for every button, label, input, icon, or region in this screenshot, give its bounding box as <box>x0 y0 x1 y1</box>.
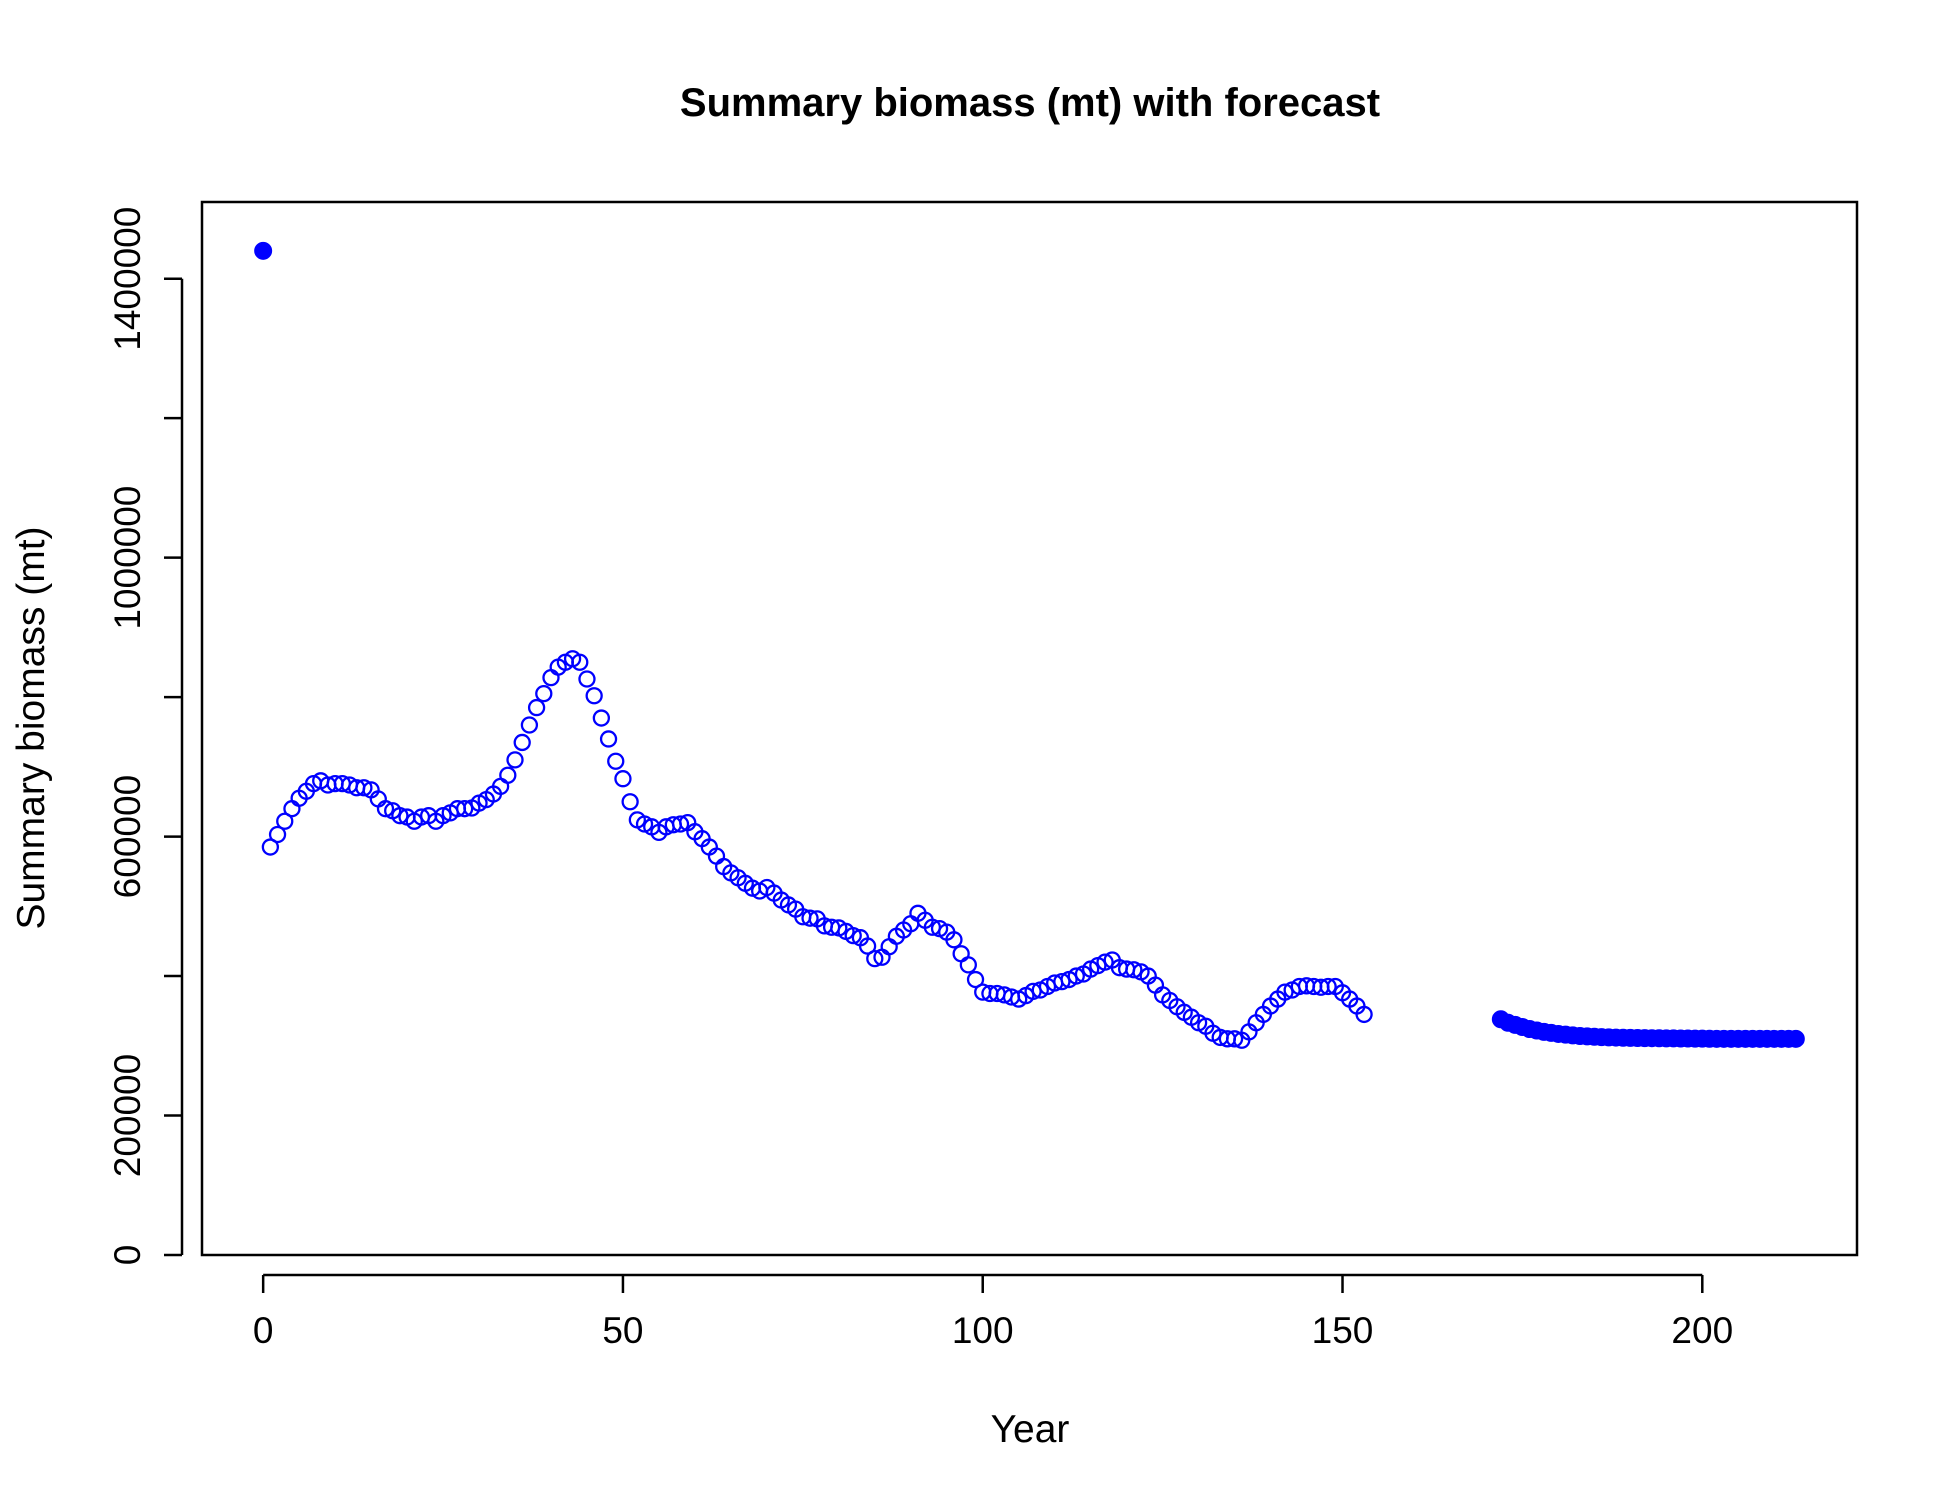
open-point <box>1053 972 1071 991</box>
open-point <box>599 730 618 748</box>
open-point <box>621 793 639 811</box>
open-point <box>535 684 553 703</box>
open-point <box>1225 1030 1244 1048</box>
open-point <box>542 668 560 687</box>
open-point <box>513 733 531 752</box>
open-point <box>578 670 596 688</box>
open-point <box>671 815 690 833</box>
open-point <box>1125 961 1143 979</box>
open-point <box>1067 967 1085 985</box>
open-point <box>261 838 280 856</box>
open-point <box>945 931 963 949</box>
x-tick-label: 50 <box>602 1310 643 1351</box>
open-point <box>614 770 632 788</box>
x-tick-label: 200 <box>1671 1310 1733 1351</box>
open-point <box>376 800 395 818</box>
x-tick-label: 150 <box>1312 1310 1374 1351</box>
open-point <box>801 909 819 927</box>
open-point <box>585 687 603 705</box>
open-point <box>499 766 517 784</box>
open-point <box>1096 953 1114 971</box>
filled-point <box>254 241 273 260</box>
y-tick-label: 1400000 <box>107 207 148 351</box>
y-tick-label: 0 <box>107 1245 148 1266</box>
open-point <box>355 779 373 797</box>
open-point <box>952 945 970 963</box>
chart-title: Summary biomass (mt) with forecast <box>680 81 1380 125</box>
x-tick-label: 100 <box>952 1310 1014 1351</box>
data-points <box>254 241 1805 1049</box>
open-point <box>391 807 409 825</box>
open-point <box>880 938 898 956</box>
open-point <box>1276 983 1294 1001</box>
open-point <box>1319 977 1337 996</box>
open-point <box>844 926 862 945</box>
open-point <box>959 956 977 974</box>
open-point <box>455 800 474 818</box>
open-point <box>858 937 877 955</box>
filled-point <box>1786 1029 1805 1048</box>
plot-frame <box>200 200 1859 1257</box>
x-tick-label: 0 <box>253 1310 274 1351</box>
y-tick-label: 1000000 <box>107 486 148 630</box>
open-point <box>520 716 539 734</box>
open-point <box>607 752 625 770</box>
open-point <box>527 698 546 717</box>
y-tick-label: 600000 <box>107 775 148 898</box>
y-axis-title: Summary biomass (mt) <box>10 526 53 929</box>
x-axis-title: Year <box>991 1408 1070 1451</box>
open-point <box>571 653 589 671</box>
open-point <box>592 709 611 727</box>
open-point <box>268 825 287 844</box>
open-point <box>283 800 301 818</box>
open-point <box>276 812 294 830</box>
open-point <box>966 970 985 989</box>
open-point <box>1355 1005 1373 1024</box>
open-point <box>506 751 524 769</box>
y-axis: 0 200000 600000 1000000 1400000 <box>107 207 184 1266</box>
y-tick-label: 200000 <box>107 1054 148 1177</box>
open-point <box>866 949 884 968</box>
x-axis: 0 50 100 150 200 <box>253 1273 1733 1351</box>
